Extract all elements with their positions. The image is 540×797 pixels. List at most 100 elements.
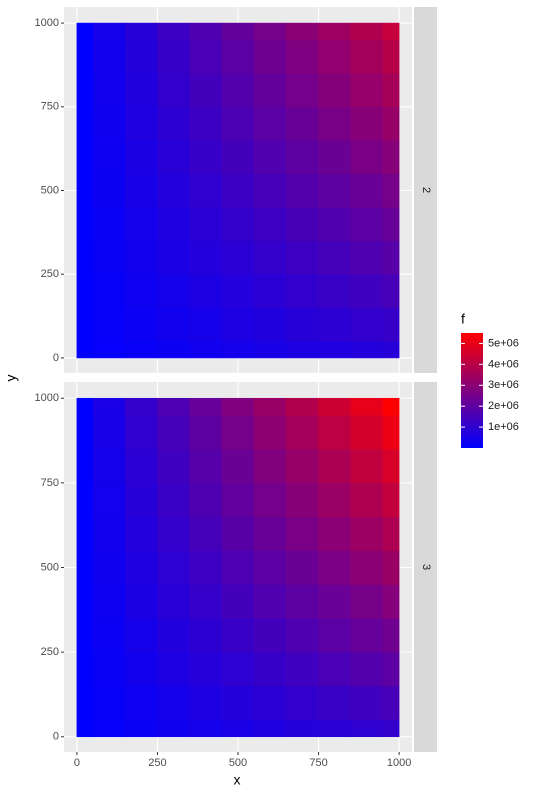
point bbox=[253, 651, 287, 687]
point bbox=[318, 719, 352, 738]
facet-label: 3 bbox=[420, 564, 432, 570]
point bbox=[221, 240, 255, 275]
point bbox=[286, 617, 319, 653]
point bbox=[253, 550, 287, 585]
point bbox=[124, 719, 158, 738]
point bbox=[286, 139, 319, 175]
point bbox=[286, 719, 319, 738]
point bbox=[124, 448, 158, 484]
point bbox=[189, 139, 223, 175]
point bbox=[382, 617, 400, 653]
legend-label: 2e+06 bbox=[488, 400, 519, 412]
point bbox=[92, 685, 126, 721]
point bbox=[221, 550, 255, 585]
point bbox=[382, 139, 400, 175]
point bbox=[157, 414, 190, 450]
point bbox=[350, 106, 384, 141]
point bbox=[221, 516, 255, 551]
point bbox=[221, 173, 255, 208]
point bbox=[318, 273, 352, 309]
point bbox=[92, 139, 126, 175]
point bbox=[92, 307, 126, 342]
point bbox=[286, 273, 319, 309]
point bbox=[76, 617, 94, 653]
point bbox=[350, 206, 384, 242]
point bbox=[350, 584, 384, 619]
point bbox=[286, 307, 319, 342]
point bbox=[76, 414, 94, 450]
point bbox=[253, 273, 287, 309]
point bbox=[92, 584, 126, 619]
point bbox=[318, 414, 352, 450]
point bbox=[157, 617, 190, 653]
point bbox=[382, 273, 400, 309]
point bbox=[350, 139, 384, 175]
point bbox=[286, 651, 319, 687]
point bbox=[157, 516, 190, 551]
point bbox=[318, 550, 352, 585]
point bbox=[382, 448, 400, 484]
point bbox=[124, 516, 158, 551]
point bbox=[350, 651, 384, 687]
y-tick-label: 250 bbox=[41, 268, 59, 280]
point bbox=[253, 584, 287, 619]
point bbox=[189, 414, 223, 450]
y-tick-label: 0 bbox=[53, 731, 59, 743]
point bbox=[189, 550, 223, 585]
point bbox=[382, 584, 400, 619]
point bbox=[253, 22, 287, 41]
point bbox=[157, 39, 190, 74]
point bbox=[189, 206, 223, 242]
point bbox=[318, 206, 352, 242]
point bbox=[221, 719, 255, 738]
facet-strip bbox=[414, 382, 437, 752]
point bbox=[157, 448, 190, 484]
y-tick-label: 1000 bbox=[35, 17, 59, 29]
point bbox=[286, 448, 319, 484]
point bbox=[253, 414, 287, 450]
point bbox=[221, 139, 255, 175]
point bbox=[350, 240, 384, 275]
facet-strip bbox=[414, 7, 437, 373]
legend-label: 3e+06 bbox=[488, 379, 519, 391]
point bbox=[189, 240, 223, 275]
point bbox=[76, 206, 94, 242]
point bbox=[124, 206, 158, 242]
point bbox=[92, 397, 126, 416]
point bbox=[124, 340, 158, 359]
point bbox=[76, 482, 94, 518]
point bbox=[382, 39, 400, 74]
point bbox=[318, 397, 352, 416]
point bbox=[318, 617, 352, 653]
point bbox=[221, 448, 255, 484]
point bbox=[286, 397, 319, 416]
point bbox=[124, 685, 158, 721]
legend-label: 4e+06 bbox=[488, 358, 519, 370]
point bbox=[189, 719, 223, 738]
point bbox=[157, 73, 190, 108]
y-tick-label: 0 bbox=[53, 352, 59, 364]
point bbox=[382, 22, 400, 41]
point bbox=[124, 414, 158, 450]
point bbox=[221, 340, 255, 359]
legend-title: f bbox=[461, 311, 465, 327]
y-tick-label: 500 bbox=[41, 561, 59, 573]
y-tick-label: 750 bbox=[41, 477, 59, 489]
point bbox=[76, 340, 94, 359]
point bbox=[124, 39, 158, 74]
point bbox=[157, 307, 190, 342]
facet-label: 2 bbox=[420, 187, 432, 193]
point bbox=[253, 106, 287, 141]
point bbox=[124, 550, 158, 585]
point bbox=[157, 397, 190, 416]
point bbox=[189, 482, 223, 518]
point bbox=[350, 173, 384, 208]
x-axis-title: x bbox=[234, 772, 241, 788]
points bbox=[76, 22, 400, 359]
point bbox=[286, 482, 319, 518]
point bbox=[92, 516, 126, 551]
point bbox=[92, 273, 126, 309]
point bbox=[221, 584, 255, 619]
point bbox=[350, 516, 384, 551]
